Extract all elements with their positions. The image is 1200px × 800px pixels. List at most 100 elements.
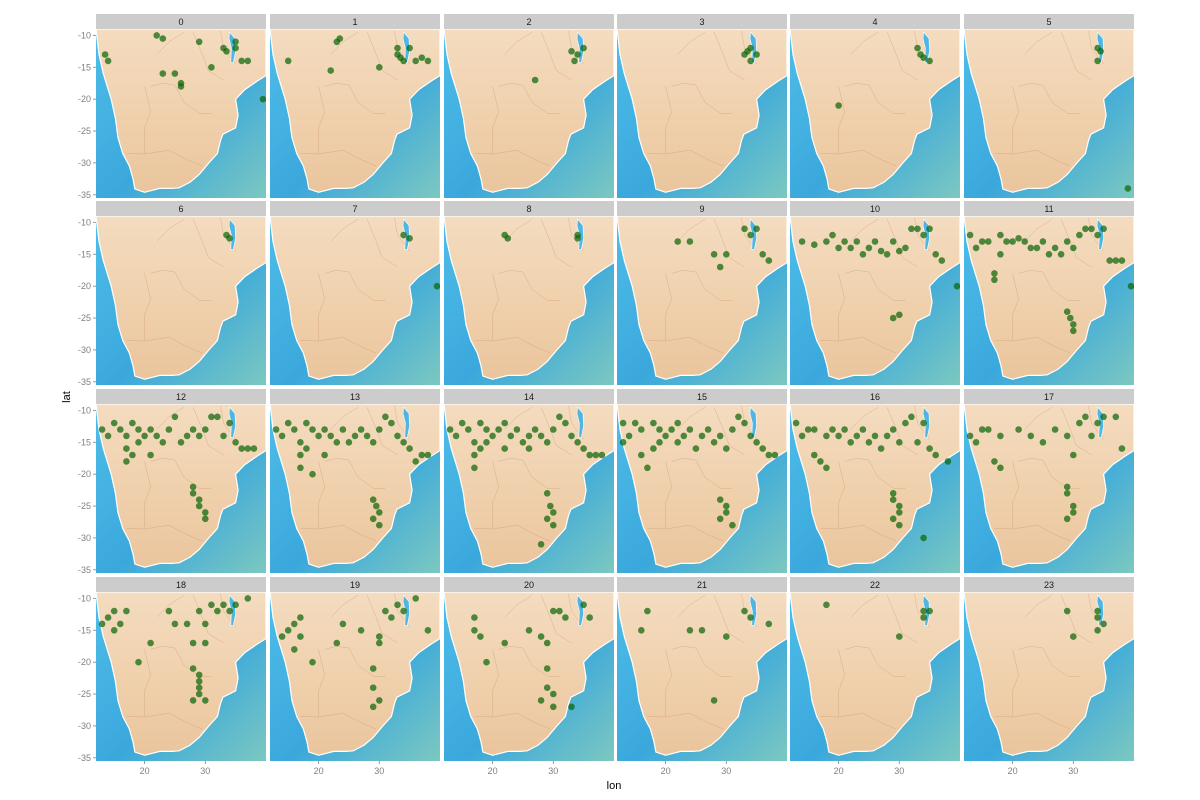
data-point [483, 439, 490, 446]
border-line [330, 406, 359, 430]
data-point [985, 426, 992, 433]
data-point [147, 426, 154, 433]
data-point [382, 607, 389, 615]
data-point [327, 432, 335, 440]
border-line [1024, 31, 1053, 55]
data-point [896, 439, 903, 446]
data-point [829, 231, 836, 239]
axes-group: lon lat [61, 391, 621, 792]
data-point [619, 419, 627, 427]
data-point [272, 426, 280, 433]
data-point [1063, 308, 1071, 316]
border-line [820, 149, 897, 167]
data-point [135, 439, 142, 446]
data-point [729, 426, 736, 433]
facet-strip-label: 21 [697, 580, 707, 590]
facet-strip-label: 3 [699, 17, 704, 27]
facet-strip [270, 14, 440, 29]
data-point [165, 607, 173, 615]
data-point [835, 244, 842, 252]
facet-strip [96, 14, 266, 29]
data-point [1118, 257, 1126, 264]
facet-strip [617, 14, 787, 29]
data-point [226, 235, 233, 242]
data-point [574, 51, 581, 58]
x-axis-title: lon [607, 780, 622, 792]
data-point [123, 458, 130, 465]
data-point [823, 238, 830, 245]
facet-panel-23: 23 20 30 [964, 577, 1134, 776]
data-point [232, 601, 239, 609]
data-point [631, 419, 639, 427]
data-point [189, 639, 197, 647]
data-point [501, 639, 509, 647]
border-line [886, 407, 918, 456]
data-point [507, 432, 515, 440]
data-point [259, 95, 266, 103]
border-line [1060, 32, 1092, 81]
x-tick-label: 20 [488, 766, 498, 776]
data-point [543, 684, 551, 691]
data-point [297, 439, 304, 446]
lake [576, 31, 584, 64]
data-point [471, 464, 478, 472]
data-point [1070, 509, 1077, 516]
border-line [886, 595, 918, 644]
y-tick-label: -15 [78, 62, 91, 72]
border-line [838, 86, 845, 154]
data-point [220, 601, 227, 609]
data-point [373, 502, 380, 510]
facet-panel-16: 16 [790, 389, 960, 573]
data-point [896, 509, 903, 516]
land-mass [790, 216, 960, 380]
border-line [540, 219, 572, 268]
y-tick-label: -35 [78, 565, 91, 575]
facet-strip [790, 389, 960, 404]
data-point [920, 614, 927, 621]
land-mass [790, 592, 960, 756]
data-point [418, 54, 426, 61]
y-tick-label: -30 [78, 533, 91, 543]
y-tick-label: -15 [78, 437, 91, 447]
data-point [991, 458, 998, 465]
data-point [859, 426, 867, 433]
data-point [889, 496, 897, 504]
data-point [110, 607, 118, 615]
data-point [159, 35, 167, 42]
data-point [1003, 238, 1010, 245]
facet-panel-2: 2 [444, 14, 614, 198]
data-point [723, 509, 730, 516]
data-point [195, 671, 203, 679]
border-line [498, 269, 523, 274]
data-point [363, 432, 371, 440]
data-point [471, 614, 478, 621]
data-point [446, 426, 454, 433]
data-point [477, 419, 484, 427]
data-point [966, 432, 974, 440]
x-tick-label: 30 [374, 766, 384, 776]
data-point [580, 601, 587, 609]
data-point [202, 697, 209, 704]
data-point [765, 451, 773, 459]
data-point [171, 70, 179, 77]
data-point [978, 426, 986, 433]
data-point [117, 620, 124, 628]
data-point [291, 620, 298, 628]
data-point [674, 238, 681, 245]
border-line [144, 461, 151, 529]
data-point [412, 595, 420, 602]
border-line [671, 269, 696, 274]
border-line [671, 82, 696, 87]
data-point [883, 251, 891, 258]
data-point [202, 620, 209, 628]
facet-panel-11: 11 [964, 201, 1134, 385]
border-line [850, 406, 879, 430]
land-mass [617, 29, 787, 193]
facet-strip-label: 0 [178, 17, 183, 27]
data-point [920, 534, 927, 542]
facet-panel-18: 18 -10 -15 -20 -25 -30 -35 20 30 [78, 577, 266, 776]
data-point [369, 496, 377, 504]
lake [922, 31, 930, 64]
border-line [713, 219, 745, 268]
